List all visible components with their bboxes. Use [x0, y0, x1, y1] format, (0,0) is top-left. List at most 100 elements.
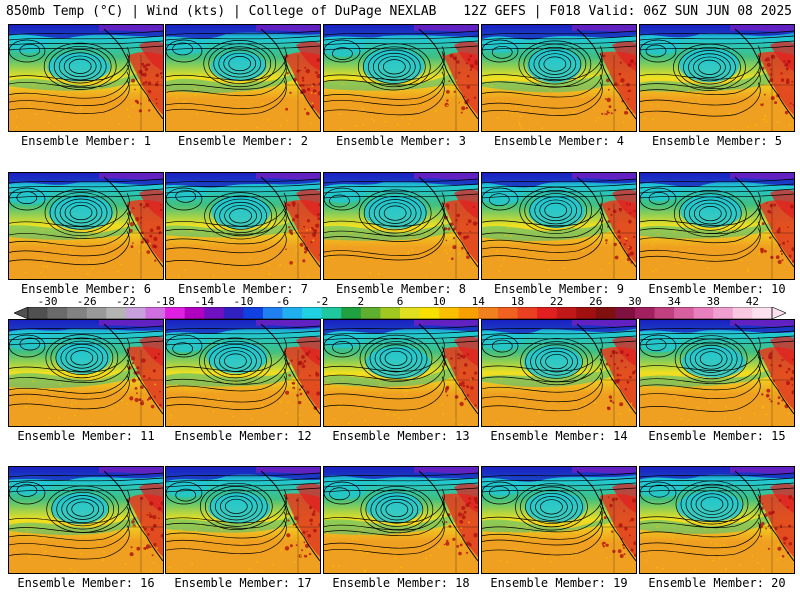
colorbar-swatch	[439, 307, 460, 319]
colorbar-swatch	[282, 307, 303, 319]
colorbar-swatch	[556, 307, 577, 319]
colorbar-tick-label: -26	[76, 295, 97, 308]
ensemble-map-member-12	[165, 319, 321, 427]
colorbar-tick-label: 18	[510, 295, 525, 308]
colorbar-swatch	[243, 307, 264, 319]
ensemble-member-caption: Ensemble Member: 7	[177, 282, 309, 296]
colorbar-swatch	[145, 307, 166, 319]
ensemble-member-caption: Ensemble Member: 18	[332, 576, 470, 590]
ensemble-map-member-4	[481, 24, 637, 132]
colorbar-right-arrow	[771, 307, 786, 319]
colorbar-swatch	[478, 307, 499, 319]
colorbar-swatch	[106, 307, 127, 319]
ensemble-map-member-8	[323, 172, 479, 280]
colorbar-swatch	[380, 307, 401, 319]
ensemble-map-member-18	[323, 466, 479, 574]
temperature-colorbar	[14, 307, 786, 319]
colorbar-swatch	[615, 307, 636, 319]
ensemble-member-caption: Ensemble Member: 20	[648, 576, 786, 590]
ensemble-map-member-14	[481, 319, 637, 427]
colorbar-swatch	[713, 307, 734, 319]
ensemble-map-member-6	[8, 172, 164, 280]
colorbar-swatch	[262, 307, 283, 319]
ensemble-map-member-5	[639, 24, 795, 132]
colorbar-swatch	[654, 307, 675, 319]
colorbar-tick-label: -18	[155, 295, 176, 308]
ensemble-member-caption: Ensemble Member: 14	[490, 429, 628, 443]
colorbar-tick-label: -6	[275, 295, 290, 308]
colorbar-swatch	[400, 307, 420, 319]
ensemble-map-member-13	[323, 319, 479, 427]
colorbar-swatch	[752, 307, 773, 319]
colorbar-swatch	[360, 307, 381, 319]
ensemble-member-caption: Ensemble Member: 16	[17, 576, 155, 590]
colorbar-tick-label: 34	[667, 295, 681, 308]
colorbar-swatch	[497, 307, 518, 319]
colorbar-swatch	[693, 307, 714, 319]
ensemble-member-caption: Ensemble Member: 4	[493, 134, 625, 148]
colorbar-tick-label: 26	[589, 295, 603, 308]
colorbar-swatch	[28, 307, 48, 319]
ensemble-member-caption: Ensemble Member: 8	[335, 282, 467, 296]
colorbar-swatch	[321, 307, 342, 319]
ensemble-member-caption: Ensemble Member: 11	[17, 429, 155, 443]
ensemble-map-member-11	[8, 319, 164, 427]
ensemble-member-caption: Ensemble Member: 10	[648, 282, 786, 296]
colorbar-swatch	[125, 307, 146, 319]
ensemble-member-caption: Ensemble Member: 19	[490, 576, 628, 590]
colorbar-swatch	[595, 307, 616, 319]
ensemble-member-caption: Ensemble Member: 2	[177, 134, 309, 148]
ensemble-map-member-3	[323, 24, 479, 132]
colorbar-tick-label: 42	[745, 295, 760, 308]
colorbar-swatch	[517, 307, 538, 319]
colorbar-swatch	[86, 307, 107, 319]
colorbar-swatch	[47, 307, 68, 319]
colorbar-tick-label: 30	[628, 295, 642, 308]
colorbar-tick-label: -14	[194, 295, 215, 308]
colorbar-swatch	[67, 307, 88, 319]
colorbar-tick-label: 22	[549, 295, 564, 308]
ensemble-member-caption: Ensemble Member: 6	[20, 282, 152, 296]
colorbar-swatch	[458, 307, 479, 319]
map-title: 850mb Temp (°C) | Wind (kts) | College o…	[6, 4, 437, 19]
colorbar-swatch	[537, 307, 557, 319]
colorbar-tick-label: 38	[706, 295, 720, 308]
ensemble-member-caption: Ensemble Member: 17	[174, 576, 312, 590]
ensemble-member-caption: Ensemble Member: 13	[332, 429, 470, 443]
colorbar-swatch	[302, 307, 322, 319]
colorbar-tick-label: 2	[357, 295, 365, 308]
colorbar-left-arrow	[14, 307, 29, 319]
colorbar-swatch	[341, 307, 362, 319]
ensemble-map-member-16	[8, 466, 164, 574]
colorbar-swatch	[223, 307, 244, 319]
ensemble-map-member-20	[639, 466, 795, 574]
ensemble-member-caption: Ensemble Member: 1	[20, 134, 152, 148]
colorbar-tick-label: -22	[115, 295, 136, 308]
colorbar-swatch	[634, 307, 655, 319]
ensemble-map-member-15	[639, 319, 795, 427]
colorbar-tick-label: -30	[37, 295, 58, 308]
ensemble-map-member-7	[165, 172, 321, 280]
colorbar-swatch	[204, 307, 225, 319]
colorbar-tick-label: -2	[315, 295, 329, 308]
ensemble-map-member-2	[165, 24, 321, 132]
ensemble-map-member-17	[165, 466, 321, 574]
colorbar-tick-label: -10	[233, 295, 254, 308]
colorbar-swatch	[165, 307, 185, 319]
colorbar-swatch	[674, 307, 694, 319]
ensemble-member-caption: Ensemble Member: 9	[493, 282, 625, 296]
ensemble-member-caption: Ensemble Member: 15	[648, 429, 786, 443]
colorbar-swatch	[576, 307, 597, 319]
ensemble-member-caption: Ensemble Member: 5	[651, 134, 783, 148]
colorbar-tick-label: 10	[432, 295, 446, 308]
ensemble-map-member-19	[481, 466, 637, 574]
ensemble-map-member-10	[639, 172, 795, 280]
colorbar-swatch	[419, 307, 440, 319]
ensemble-member-caption: Ensemble Member: 3	[335, 134, 467, 148]
ensemble-map-member-9	[481, 172, 637, 280]
ensemble-map-member-1	[8, 24, 164, 132]
model-run-info: 12Z GEFS | F018 Valid: 06Z SUN JUN 08 20…	[463, 4, 792, 19]
colorbar-swatch	[732, 307, 753, 319]
colorbar-swatch	[184, 307, 205, 319]
colorbar-tick-label: 6	[396, 295, 404, 308]
